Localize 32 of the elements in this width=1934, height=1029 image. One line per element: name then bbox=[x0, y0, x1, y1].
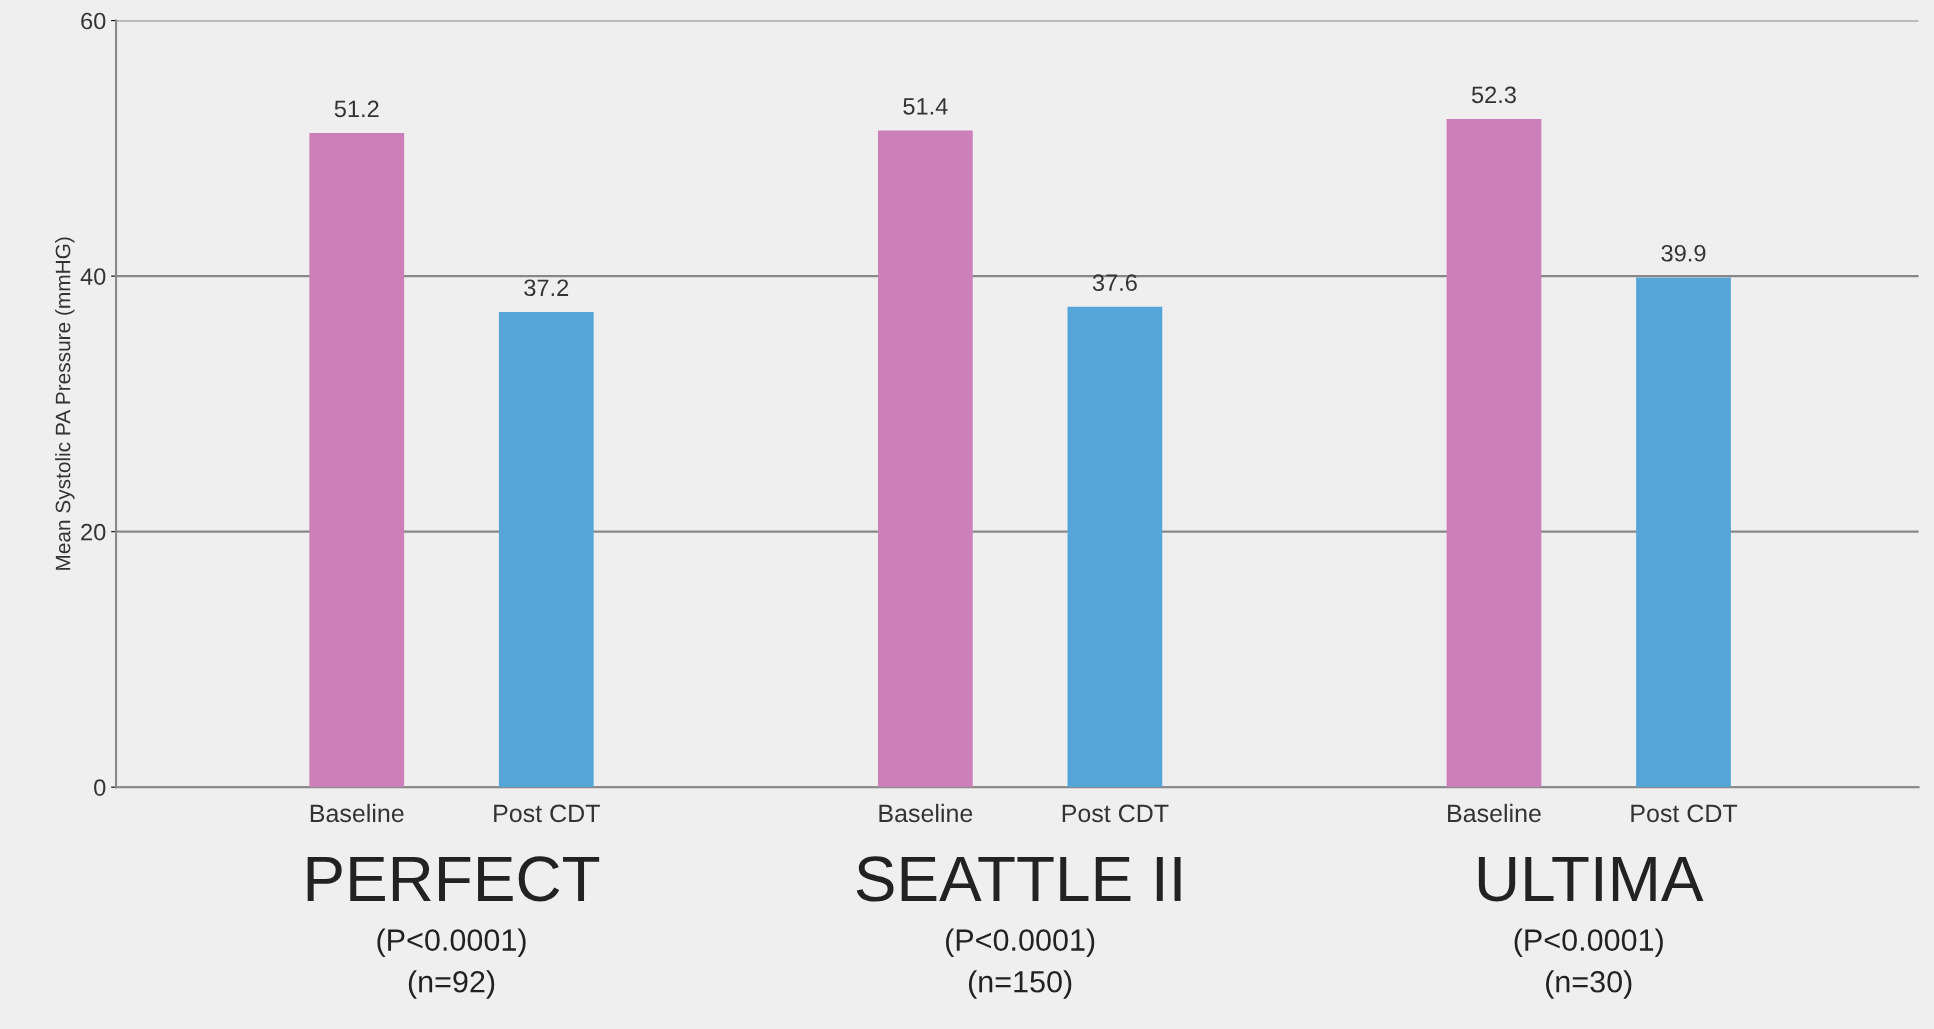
bar bbox=[1446, 118, 1542, 788]
x-tick-label: Baseline bbox=[310, 803, 404, 823]
text: (P<0.0001) bbox=[1514, 928, 1663, 957]
data-label: 39.9 bbox=[1661, 244, 1706, 262]
bar bbox=[877, 130, 973, 788]
bar bbox=[309, 133, 405, 788]
y-axis-title: Mean Systolic PA Pressure (mmHG) bbox=[55, 237, 75, 570]
text: (P<0.0001) bbox=[946, 928, 1095, 957]
text: SEATTLE II bbox=[856, 856, 1181, 902]
y-tick-label: 40 bbox=[80, 268, 106, 285]
data-label: 52.3 bbox=[1471, 86, 1516, 104]
bar bbox=[498, 311, 594, 788]
data-label: 51.2 bbox=[334, 100, 379, 118]
text: ULTIMA bbox=[1478, 856, 1704, 902]
x-tick-label: Baseline bbox=[879, 803, 973, 823]
y-tick-label: 20 bbox=[81, 523, 106, 541]
text: (n=92) bbox=[408, 970, 495, 999]
text: (n=150) bbox=[968, 970, 1072, 999]
y-tick-label: 0 bbox=[94, 779, 106, 796]
x-tick-label: Baseline bbox=[1448, 803, 1541, 823]
x-tick-label: Post CDT bbox=[1062, 804, 1169, 823]
data-label: 37.2 bbox=[524, 279, 569, 297]
bar bbox=[1067, 306, 1163, 788]
text: PERFECT bbox=[307, 856, 600, 902]
x-tick-label: Post CDT bbox=[494, 804, 600, 823]
text: (n=30) bbox=[1546, 970, 1632, 999]
bar bbox=[1636, 277, 1731, 788]
text: (P<0.0001) bbox=[377, 928, 526, 957]
data-label: 51.4 bbox=[903, 98, 948, 115]
data-label: 37.6 bbox=[1092, 274, 1137, 291]
x-tick-label: Post CDT bbox=[1631, 804, 1738, 823]
y-tick-label: 60 bbox=[81, 12, 106, 30]
